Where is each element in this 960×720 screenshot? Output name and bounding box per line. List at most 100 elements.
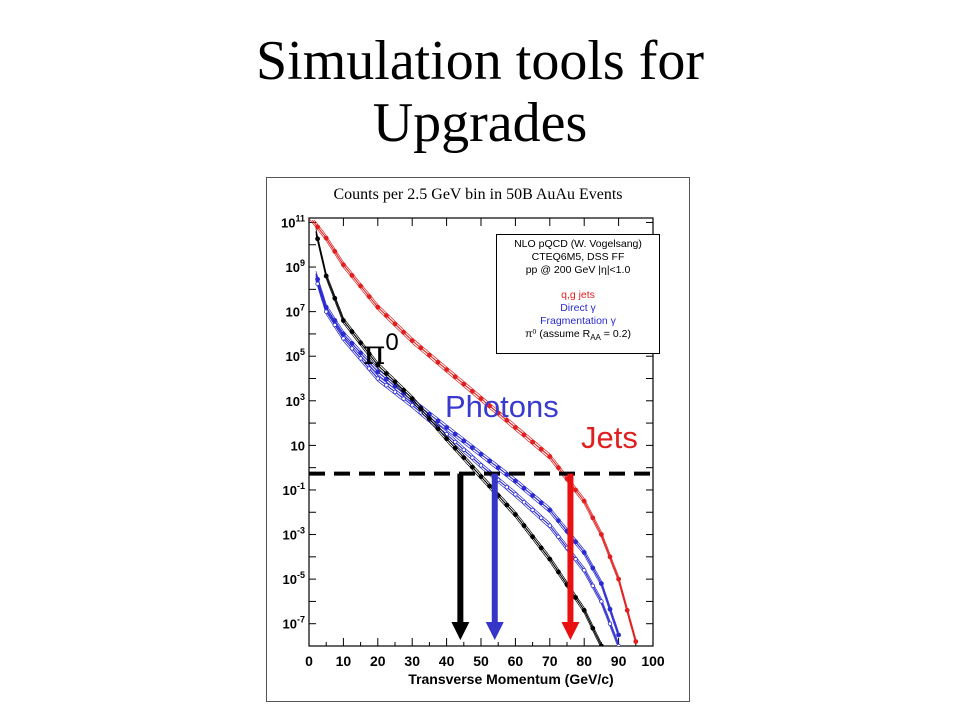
legend-entry-pi0-suffix: = 0.2) <box>600 328 631 340</box>
series-direct-gamma-point <box>384 376 389 382</box>
series-pi0-point <box>392 379 398 385</box>
series-jets-point <box>384 313 389 318</box>
series-jets-point <box>418 345 424 351</box>
series-pi0-point <box>375 362 381 368</box>
series-fragmentation-gamma-point <box>616 643 621 646</box>
x-tick-label: 20 <box>370 653 386 669</box>
legend-header-2: CTEQ6M5, DSS FF <box>531 251 625 263</box>
series-pi0-point <box>409 396 415 402</box>
series-fragmentation-gamma-point <box>461 447 466 452</box>
series-pi0-point <box>452 445 458 451</box>
legend-entry-fragmentation-gamma: Fragmentation γ <box>540 315 616 327</box>
series-fragmentation-gamma-point <box>375 376 380 381</box>
series-jets-point <box>547 454 553 459</box>
series-fragmentation-gamma-point <box>358 356 363 361</box>
series-jets-point <box>616 576 622 582</box>
series-direct-gamma-point <box>435 418 441 424</box>
y-tick-label: 10-5 <box>283 570 305 587</box>
legend-entry-jets: q,g jets <box>561 289 595 301</box>
series-jets-point <box>315 224 320 230</box>
series-fragmentation-gamma-point <box>590 583 595 588</box>
x-tick-label: 40 <box>439 653 455 669</box>
series-fragmentation-gamma-point <box>349 346 355 351</box>
series-jets-point <box>452 374 458 380</box>
series-pi0-point <box>547 556 553 562</box>
series-jets-point <box>358 283 363 289</box>
y-tick-label: 10 <box>291 438 305 453</box>
series-fragmentation-gamma-point <box>332 322 337 328</box>
series-fragmentation-gamma-point <box>452 439 458 445</box>
series-pi0-point <box>581 607 587 613</box>
series-fragmentation-gamma-point <box>599 599 604 604</box>
x-tick-label: 90 <box>611 653 627 669</box>
series-pi0 <box>315 228 604 646</box>
series-direct-gamma-point <box>461 438 467 444</box>
series-jets-point <box>512 425 518 430</box>
series-pi0-point <box>461 455 467 461</box>
series-fragmentation-gamma-point <box>409 402 415 408</box>
series-jets-line <box>309 218 637 645</box>
series-jets-point <box>633 639 639 644</box>
series-pi0-line <box>315 234 601 646</box>
series-jets-point <box>521 432 527 438</box>
series-direct-gamma-point <box>547 507 553 513</box>
series-fragmentation-gamma-point <box>513 492 518 497</box>
series-direct-gamma-point <box>487 458 493 464</box>
series-direct-gamma-point <box>512 478 518 484</box>
series-pi0-point <box>401 387 407 393</box>
series-jets-point <box>538 446 544 452</box>
series-direct-gamma-point <box>504 471 510 477</box>
series-jets-point <box>461 381 467 387</box>
series-jets-point <box>392 321 398 327</box>
chart-svg: 1011 109 107 105 103 10 10-1 10-3 10-5 10-7 0 10 20 3… <box>281 213 665 687</box>
series-jets-point <box>349 273 355 278</box>
series-direct-gamma <box>315 270 622 638</box>
series-pi0-point <box>418 406 424 412</box>
series-direct-gamma-point <box>590 565 596 571</box>
x-axis-label: Transverse Momentum (GeV/c) <box>408 671 613 687</box>
series-jets-line <box>313 219 637 639</box>
series-pi0-point <box>590 625 596 631</box>
series-direct-gamma-point <box>358 350 363 356</box>
legend-entry-pi0-sub: AA <box>590 333 601 343</box>
x-tick-label: 80 <box>576 653 592 669</box>
series-jets-point <box>366 294 372 299</box>
series-direct-gamma-point <box>349 340 355 346</box>
series-pi0-point <box>512 512 518 517</box>
series-fragmentation-gamma-point <box>470 455 475 460</box>
series-fragmentation-gamma-point <box>582 568 587 573</box>
series-fragmentation-gamma-point <box>504 485 509 490</box>
series-pi0-point <box>341 318 346 323</box>
x-tick-label: 30 <box>404 653 420 669</box>
series-pi0-line <box>315 228 602 644</box>
series-pi0-point <box>599 643 604 646</box>
series-jets-point <box>323 235 329 241</box>
series-fragmentation-gamma-point <box>478 463 484 468</box>
series-fragmentation-gamma-point <box>315 281 320 286</box>
legend-entry-pi0: π⁰ (assume RAA = 0.2) <box>497 328 659 344</box>
slide-title-line-2: Upgrades <box>372 92 588 154</box>
series-fragmentation-gamma-point <box>366 366 372 371</box>
series-fragmentation-gamma-point <box>607 621 613 626</box>
series-direct-gamma-point <box>607 606 613 612</box>
series-jets-point <box>598 532 604 537</box>
series-pi0-point <box>530 534 536 540</box>
series-pi0-point <box>358 340 363 346</box>
y-tick-label: 107 <box>286 303 305 320</box>
series-fragmentation-gamma-point <box>521 500 527 505</box>
legend-entry-direct-gamma: Direct γ <box>560 302 596 314</box>
series-pi0-point <box>504 502 510 508</box>
series-pi0-point <box>487 483 493 489</box>
y-tick-label: 10-7 <box>283 615 305 632</box>
series-pi0-point <box>332 295 338 301</box>
pi0-arrow-head <box>451 622 470 640</box>
series-fragmentation-gamma-point <box>392 389 398 395</box>
series-pi0-point <box>469 464 475 470</box>
series-jets-point <box>444 367 450 373</box>
series-jets-point <box>332 249 338 254</box>
series-pi0-point <box>538 545 544 551</box>
series-fragmentation-gamma-point <box>530 507 535 513</box>
series-pi0-point <box>555 569 561 575</box>
series-pi0-point <box>384 371 389 376</box>
series-fragmentation-gamma-point <box>324 309 329 314</box>
